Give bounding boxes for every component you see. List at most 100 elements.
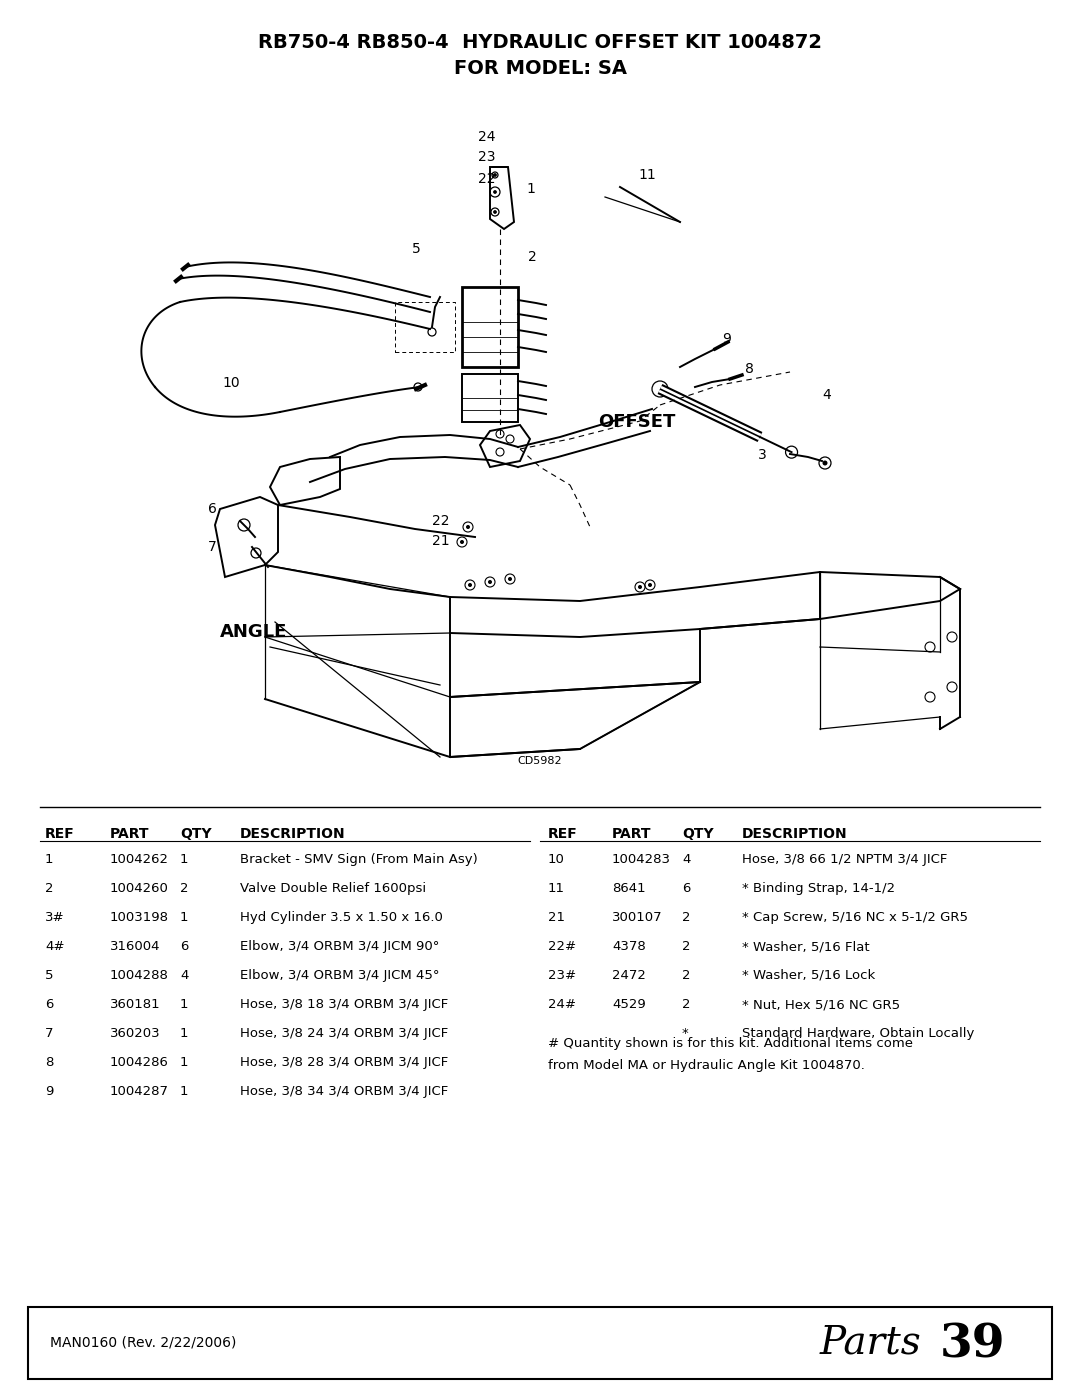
Text: 360203: 360203 bbox=[110, 1027, 161, 1039]
Text: 6: 6 bbox=[208, 502, 217, 515]
Text: OFFSET: OFFSET bbox=[598, 414, 675, 432]
Text: 1: 1 bbox=[180, 1027, 189, 1039]
Text: 2: 2 bbox=[528, 250, 537, 264]
Text: *: * bbox=[681, 1027, 689, 1039]
Text: 2: 2 bbox=[681, 911, 690, 923]
Text: 316004: 316004 bbox=[110, 940, 161, 953]
Text: DESCRIPTION: DESCRIPTION bbox=[240, 827, 346, 841]
Text: 6: 6 bbox=[180, 940, 188, 953]
Text: DESCRIPTION: DESCRIPTION bbox=[742, 827, 848, 841]
Text: 6: 6 bbox=[681, 882, 690, 895]
Text: Hose, 3/8 18 3/4 ORBM 3/4 JICF: Hose, 3/8 18 3/4 ORBM 3/4 JICF bbox=[240, 997, 448, 1011]
Text: 1004288: 1004288 bbox=[110, 970, 168, 982]
Text: 2: 2 bbox=[681, 970, 690, 982]
Text: Elbow, 3/4 ORBM 3/4 JICM 90°: Elbow, 3/4 ORBM 3/4 JICM 90° bbox=[240, 940, 440, 953]
Text: QTY: QTY bbox=[681, 827, 714, 841]
Text: 11: 11 bbox=[548, 882, 565, 895]
Circle shape bbox=[494, 173, 497, 176]
Text: * Washer, 5/16 Flat: * Washer, 5/16 Flat bbox=[742, 940, 869, 953]
Text: 4#: 4# bbox=[45, 940, 65, 953]
Text: 6: 6 bbox=[45, 997, 53, 1011]
Text: 300107: 300107 bbox=[612, 911, 663, 923]
Text: 22#: 22# bbox=[548, 940, 576, 953]
Text: PART: PART bbox=[110, 827, 149, 841]
Circle shape bbox=[460, 541, 464, 543]
Text: * Nut, Hex 5/16 NC GR5: * Nut, Hex 5/16 NC GR5 bbox=[742, 997, 900, 1011]
Text: MAN0160 (Rev. 2/22/2006): MAN0160 (Rev. 2/22/2006) bbox=[50, 1336, 237, 1350]
Text: Hose, 3/8 34 3/4 ORBM 3/4 JICF: Hose, 3/8 34 3/4 ORBM 3/4 JICF bbox=[240, 1085, 448, 1098]
Bar bbox=[28, 1308, 1052, 1379]
Circle shape bbox=[465, 525, 470, 529]
Text: 7: 7 bbox=[45, 1027, 54, 1039]
Text: 2: 2 bbox=[45, 882, 54, 895]
Text: 4529: 4529 bbox=[612, 997, 646, 1011]
Text: 8: 8 bbox=[745, 362, 754, 376]
Text: 1004283: 1004283 bbox=[612, 854, 671, 866]
Text: 1: 1 bbox=[526, 182, 535, 196]
Text: 1004287: 1004287 bbox=[110, 1085, 168, 1098]
Text: PART: PART bbox=[612, 827, 651, 841]
Text: ANGLE: ANGLE bbox=[220, 623, 287, 641]
Text: 4: 4 bbox=[681, 854, 690, 866]
Circle shape bbox=[638, 585, 642, 590]
Text: 1: 1 bbox=[180, 1085, 189, 1098]
Text: 1003198: 1003198 bbox=[110, 911, 168, 923]
Text: Hose, 3/8 66 1/2 NPTM 3/4 JICF: Hose, 3/8 66 1/2 NPTM 3/4 JICF bbox=[742, 854, 947, 866]
Text: 24: 24 bbox=[478, 130, 496, 144]
Text: 1: 1 bbox=[180, 854, 189, 866]
Text: 10: 10 bbox=[222, 376, 240, 390]
Text: 23#: 23# bbox=[548, 970, 576, 982]
Circle shape bbox=[508, 577, 512, 581]
Text: 7: 7 bbox=[208, 541, 217, 555]
Text: 2472: 2472 bbox=[612, 970, 646, 982]
Text: 24#: 24# bbox=[548, 997, 576, 1011]
Text: 5: 5 bbox=[45, 970, 54, 982]
Text: Parts: Parts bbox=[820, 1324, 934, 1362]
Text: 5: 5 bbox=[411, 242, 421, 256]
Circle shape bbox=[494, 211, 497, 214]
Circle shape bbox=[468, 583, 472, 587]
Text: 1: 1 bbox=[45, 854, 54, 866]
Text: 21: 21 bbox=[432, 534, 449, 548]
Text: 1: 1 bbox=[180, 1056, 189, 1069]
Text: 22: 22 bbox=[432, 514, 449, 528]
Text: Hose, 3/8 28 3/4 ORBM 3/4 JICF: Hose, 3/8 28 3/4 ORBM 3/4 JICF bbox=[240, 1056, 448, 1069]
Text: 21: 21 bbox=[548, 911, 565, 923]
Text: QTY: QTY bbox=[180, 827, 212, 841]
Text: Valve Double Relief 1600psi: Valve Double Relief 1600psi bbox=[240, 882, 427, 895]
Text: REF: REF bbox=[548, 827, 578, 841]
Text: 1004260: 1004260 bbox=[110, 882, 168, 895]
Text: Hyd Cylinder 3.5 x 1.50 x 16.0: Hyd Cylinder 3.5 x 1.50 x 16.0 bbox=[240, 911, 443, 923]
Text: FOR MODEL: SA: FOR MODEL: SA bbox=[454, 60, 626, 78]
Text: * Binding Strap, 14-1/2: * Binding Strap, 14-1/2 bbox=[742, 882, 895, 895]
Text: 1: 1 bbox=[180, 911, 189, 923]
Text: * Cap Screw, 5/16 NC x 5-1/2 GR5: * Cap Screw, 5/16 NC x 5-1/2 GR5 bbox=[742, 911, 968, 923]
Text: 8641: 8641 bbox=[612, 882, 646, 895]
Circle shape bbox=[648, 583, 652, 587]
Text: 23: 23 bbox=[478, 149, 496, 163]
Text: 9: 9 bbox=[723, 332, 731, 346]
Text: 4: 4 bbox=[822, 388, 831, 402]
Circle shape bbox=[494, 190, 497, 194]
Text: 11: 11 bbox=[638, 168, 656, 182]
Text: 3: 3 bbox=[758, 448, 767, 462]
Text: 22: 22 bbox=[478, 172, 496, 186]
Text: 4: 4 bbox=[180, 970, 188, 982]
Text: 3#: 3# bbox=[45, 911, 65, 923]
Text: 8: 8 bbox=[45, 1056, 53, 1069]
Circle shape bbox=[488, 580, 492, 584]
Text: RB750-4 RB850-4  HYDRAULIC OFFSET KIT 1004872: RB750-4 RB850-4 HYDRAULIC OFFSET KIT 100… bbox=[258, 32, 822, 52]
Text: Elbow, 3/4 ORBM 3/4 JICM 45°: Elbow, 3/4 ORBM 3/4 JICM 45° bbox=[240, 970, 440, 982]
Bar bbox=[462, 374, 518, 422]
Circle shape bbox=[823, 461, 827, 465]
Text: 360181: 360181 bbox=[110, 997, 161, 1011]
Text: 10: 10 bbox=[548, 854, 565, 866]
Text: CD5982: CD5982 bbox=[517, 756, 563, 766]
Text: 4378: 4378 bbox=[612, 940, 646, 953]
Text: 1: 1 bbox=[180, 997, 189, 1011]
Text: 2: 2 bbox=[180, 882, 189, 895]
Text: REF: REF bbox=[45, 827, 75, 841]
Text: from Model MA or Hydraulic Angle Kit 1004870.: from Model MA or Hydraulic Angle Kit 100… bbox=[548, 1059, 865, 1071]
Text: Hose, 3/8 24 3/4 ORBM 3/4 JICF: Hose, 3/8 24 3/4 ORBM 3/4 JICF bbox=[240, 1027, 448, 1039]
Text: 2: 2 bbox=[681, 997, 690, 1011]
